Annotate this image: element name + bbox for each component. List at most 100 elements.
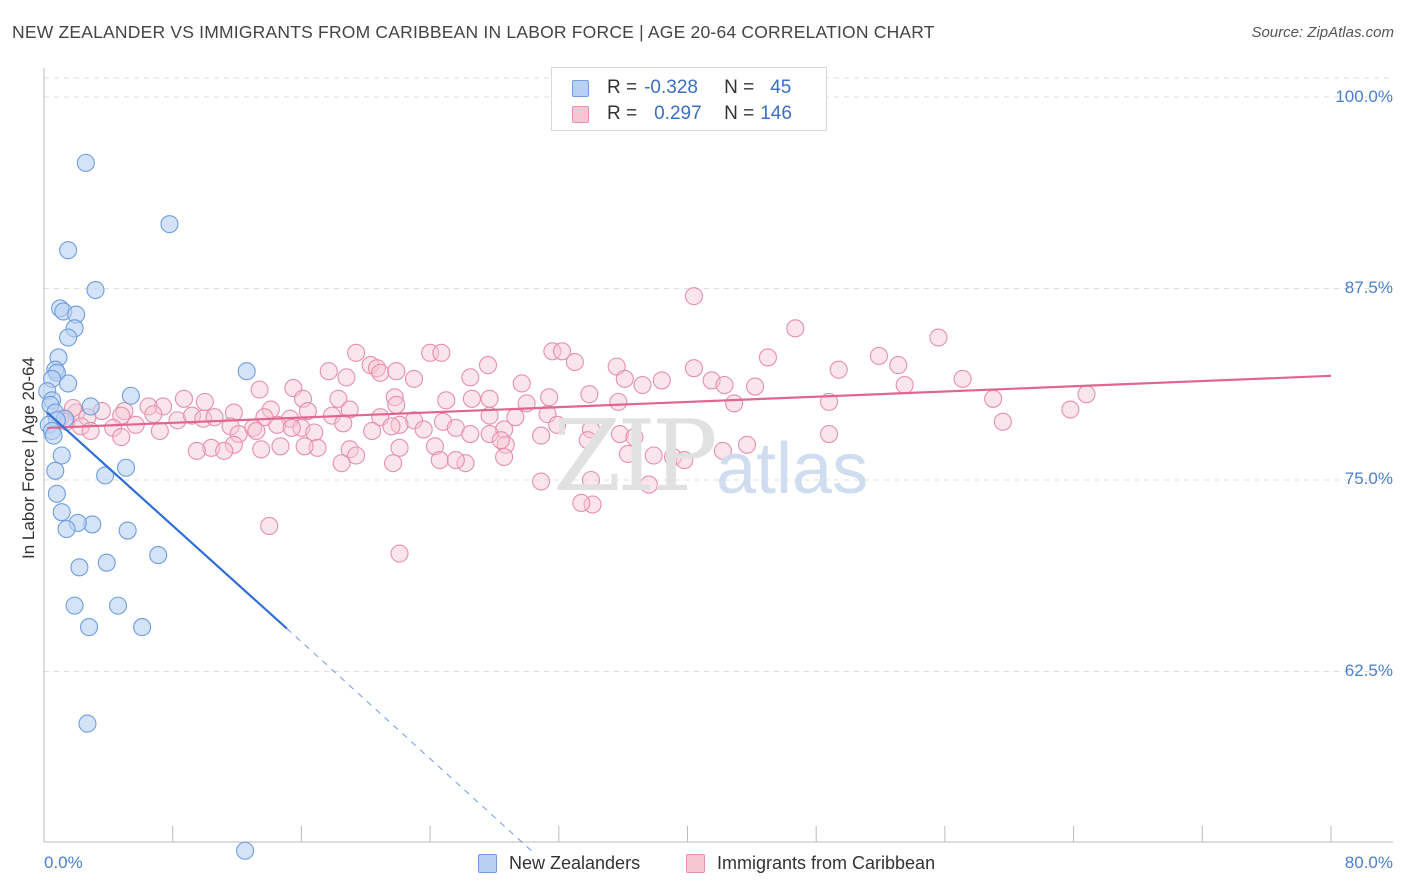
point-caribbean — [456, 454, 475, 473]
x-tick-label-max: 80.0% — [1344, 853, 1393, 872]
point-new-zealanders — [65, 596, 84, 615]
r-label: R = — [607, 103, 638, 124]
point-caribbean — [195, 392, 214, 411]
stats-box: R = -0.328 N = 45 R = 0.297 N = 146 — [551, 67, 827, 131]
legend-blue-swatch-icon — [478, 854, 497, 873]
point-caribbean — [495, 420, 514, 439]
stats-row-blue: R = -0.328 N = 45 — [572, 76, 791, 100]
point-caribbean — [984, 389, 1003, 408]
point-caribbean — [869, 346, 888, 365]
point-new-zealanders — [52, 446, 71, 465]
r-value-blue: -0.328 — [644, 77, 698, 98]
point-caribbean — [663, 447, 683, 467]
point-new-zealanders — [237, 362, 256, 381]
y-tick-label: 75.0% — [1344, 469, 1393, 488]
point-caribbean — [384, 454, 403, 473]
point-caribbean — [633, 375, 652, 395]
watermark-atlas: atlas — [716, 429, 869, 509]
point-new-zealanders — [70, 558, 89, 577]
point-caribbean — [385, 388, 404, 407]
y-tick-label: 62.5% — [1344, 661, 1393, 680]
point-caribbean — [252, 440, 271, 459]
point-caribbean — [895, 375, 914, 395]
point-caribbean — [675, 451, 694, 470]
point-new-zealanders — [78, 714, 97, 733]
point-caribbean — [993, 412, 1012, 431]
point-caribbean — [404, 411, 424, 430]
point-caribbean — [480, 424, 499, 444]
point-caribbean — [298, 402, 317, 421]
point-caribbean — [581, 420, 601, 439]
point-caribbean — [363, 421, 382, 441]
point-new-zealanders — [160, 215, 179, 234]
trend-line-caribbean — [47, 374, 1332, 430]
legend-pink-swatch-icon — [686, 854, 705, 873]
pink-swatch-icon — [572, 105, 589, 123]
point-new-zealanders — [236, 841, 255, 860]
point-caribbean — [737, 435, 757, 454]
chart-source: Source: ZipAtlas.com — [1251, 24, 1394, 41]
point-caribbean — [414, 420, 433, 439]
point-caribbean — [271, 437, 290, 456]
point-new-zealanders — [59, 241, 78, 260]
point-caribbean — [430, 451, 449, 470]
point-caribbean — [168, 411, 187, 430]
point-new-zealanders — [133, 618, 152, 637]
point-caribbean — [337, 368, 356, 387]
r-label: R = — [607, 77, 638, 98]
point-caribbean — [305, 423, 324, 442]
point-new-zealanders — [52, 503, 71, 522]
point-caribbean — [319, 362, 338, 381]
point-caribbean — [247, 421, 266, 441]
point-caribbean — [548, 415, 567, 434]
point-caribbean — [461, 368, 480, 387]
point-caribbean — [250, 380, 269, 399]
point-new-zealanders — [59, 328, 78, 347]
point-caribbean — [543, 342, 562, 361]
point-caribbean — [224, 435, 243, 454]
n-label: N = — [724, 103, 755, 124]
point-caribbean — [820, 424, 839, 444]
trend-line-new-zealanders — [46, 411, 288, 630]
legend-label-caribbean: Immigrants from Caribbean — [717, 853, 936, 873]
point-caribbean — [713, 441, 732, 460]
point-caribbean — [334, 414, 353, 433]
point-caribbean — [390, 544, 409, 563]
point-caribbean — [347, 343, 366, 362]
point-caribbean — [889, 356, 908, 375]
point-new-zealanders — [46, 461, 65, 480]
point-caribbean — [786, 319, 805, 338]
point-caribbean — [329, 389, 348, 408]
r-value-pink: 0.297 — [654, 103, 702, 124]
point-new-zealanders — [81, 397, 100, 416]
point-caribbean — [609, 392, 628, 411]
point-new-zealanders — [108, 596, 128, 615]
point-new-zealanders — [44, 426, 63, 445]
n-value-pink: 146 — [760, 103, 792, 124]
x-tick-label-min: 0.0% — [44, 853, 83, 872]
point-caribbean — [153, 397, 173, 416]
legend-item-new-zealanders: New Zealanders — [478, 853, 640, 874]
point-caribbean — [746, 377, 765, 396]
point-caribbean — [615, 369, 634, 388]
point-caribbean — [282, 418, 301, 437]
point-caribbean — [1077, 385, 1096, 404]
point-caribbean — [371, 363, 390, 382]
point-caribbean — [820, 392, 839, 411]
point-caribbean — [618, 444, 638, 464]
point-new-zealanders — [47, 484, 66, 503]
point-caribbean — [625, 428, 644, 447]
point-caribbean — [446, 451, 465, 470]
point-caribbean — [387, 395, 406, 414]
point-caribbean — [480, 406, 499, 425]
point-caribbean — [581, 470, 601, 490]
point-caribbean — [478, 356, 498, 375]
point-caribbean — [652, 371, 671, 390]
point-caribbean — [684, 359, 703, 378]
point-caribbean — [953, 369, 972, 388]
trend-lines — [46, 374, 1332, 853]
legend-item-caribbean: Immigrants from Caribbean — [686, 853, 935, 874]
point-caribbean — [565, 352, 584, 372]
point-caribbean — [461, 424, 480, 444]
point-caribbean — [532, 472, 551, 491]
